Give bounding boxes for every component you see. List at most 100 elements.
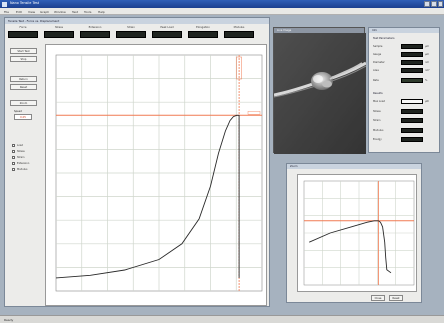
param-unit: µm: [425, 45, 430, 48]
microscope-image: [274, 33, 366, 154]
result-display: [401, 118, 423, 123]
readout-display: [224, 31, 254, 38]
main-chart-svg: [55, 54, 263, 292]
window-title-bar: Nano Tensile Test: [0, 0, 444, 8]
marker-tag: [247, 111, 261, 115]
check-label-strain: Strain: [17, 156, 25, 159]
readout-label: Modulus: [233, 26, 245, 29]
zoom-reset-button[interactable]: Reset: [389, 295, 403, 301]
speed-label: Speed: [14, 110, 22, 113]
param-label: Diameter: [373, 61, 385, 64]
result-display: [401, 137, 423, 142]
param-label: Rate: [373, 79, 379, 82]
check-label-stress: Stress: [17, 150, 25, 153]
section-results: Results: [373, 91, 383, 95]
readout-label: Force: [19, 26, 27, 29]
check-label-extension: Extension: [17, 162, 30, 165]
param-display: [401, 60, 423, 65]
check-extension[interactable]: [12, 162, 15, 165]
return-button[interactable]: Return: [10, 76, 37, 82]
menu-graph[interactable]: Graph: [40, 9, 50, 14]
close-button[interactable]: [438, 1, 443, 7]
menu-test[interactable]: Test: [72, 9, 78, 14]
status-bar: Ready: [0, 315, 444, 323]
readout-display: [80, 31, 110, 38]
readout-display: [152, 31, 182, 38]
force-curve-line: [55, 114, 240, 279]
readout-extension: Extension: [80, 26, 110, 40]
readout-label: Stress: [55, 26, 63, 29]
section-test-parameters: Test Parameters: [373, 36, 395, 40]
check-label-modulus: Modulus: [17, 168, 28, 171]
stop-button[interactable]: Stop: [10, 56, 37, 62]
menu-window[interactable]: Window: [54, 9, 66, 14]
readout-peak-load: Peak Load: [152, 26, 182, 40]
param-unit: nm²: [425, 69, 431, 72]
zoom-window-title-bar: Zoom: [287, 164, 421, 169]
result-label: Strain: [373, 119, 381, 122]
param-display: [401, 52, 423, 57]
readout-display: [188, 31, 218, 38]
result-display: [401, 128, 423, 133]
result-label: Stress: [373, 110, 381, 113]
check-modulus[interactable]: [12, 168, 15, 171]
param-display: [401, 68, 423, 73]
info-window-title: Info: [372, 28, 377, 32]
marker-tag: [236, 56, 242, 80]
result-unit: µN: [425, 100, 429, 103]
camera-window-title: Live Image: [277, 28, 292, 32]
info-window: Info Test Parameters Sample µm Gauge µm …: [368, 27, 440, 153]
param-unit: nm: [425, 61, 430, 64]
menu-edit[interactable]: Edit: [16, 9, 22, 14]
menu-tools[interactable]: Tools: [84, 9, 92, 14]
readout-force: Force: [8, 26, 38, 40]
reset-button[interactable]: Reset: [10, 84, 37, 90]
status-text: Ready: [4, 318, 14, 322]
start-test-button[interactable]: Start Test: [10, 48, 37, 54]
zoom-plot[interactable]: [297, 174, 417, 292]
app-title: Nano Tensile Test: [10, 1, 40, 5]
menu-help[interactable]: Help: [98, 9, 105, 14]
readout-display: [116, 31, 146, 38]
check-strain[interactable]: [12, 156, 15, 159]
result-display: [401, 99, 423, 104]
zoom-close-button[interactable]: Close: [371, 295, 385, 301]
readout-strain: Strain: [116, 26, 146, 40]
check-label-load: Load: [17, 144, 23, 147]
menu-bar: File Edit View Graph Window Test Tools H…: [0, 8, 444, 15]
readout-stress: Stress: [44, 26, 74, 40]
control-panel: Start Test Stop Return Reset Zoom Speed …: [8, 44, 44, 306]
result-label: Modulus: [373, 129, 384, 132]
readout-label: Extension: [88, 26, 102, 29]
zoom-window: Zoom Close Reset: [286, 163, 422, 303]
readout-modulus: Modulus: [224, 26, 254, 40]
zoom-window-title: Zoom: [290, 164, 298, 168]
menu-view[interactable]: View: [28, 9, 36, 14]
param-label: Sample: [373, 45, 383, 48]
camera-window: Live Image: [273, 27, 366, 154]
menu-file[interactable]: File: [4, 9, 10, 14]
app-icon: [2, 1, 7, 7]
param-label: Gauge: [373, 53, 382, 56]
check-load[interactable]: [12, 144, 15, 147]
result-label: Energy: [373, 138, 382, 141]
readout-elongation: Elongation: [188, 26, 218, 40]
minimize-button[interactable]: [424, 1, 430, 7]
readout-display: [8, 31, 38, 38]
main-window-title: Tensile Test - Force vs. Displacement: [8, 19, 60, 23]
param-unit: µm: [425, 53, 430, 56]
check-stress[interactable]: [12, 150, 15, 153]
readout-label: Peak Load: [160, 26, 174, 29]
zoom-button[interactable]: Zoom: [10, 100, 37, 106]
zoom-curve-line: [309, 220, 392, 274]
speed-field[interactable]: 0.05: [14, 114, 32, 120]
info-window-title-bar: Info: [369, 28, 439, 33]
zoom-chart-svg: [303, 180, 415, 286]
maximize-button[interactable]: [431, 1, 437, 7]
main-window-title-bar: Tensile Test - Force vs. Displacement: [5, 18, 269, 24]
param-display: [401, 44, 423, 49]
main-test-window: Tensile Test - Force vs. Displacement Fo…: [4, 17, 270, 307]
force-displacement-plot[interactable]: [45, 44, 267, 306]
readout-label: Elongation: [196, 26, 210, 29]
